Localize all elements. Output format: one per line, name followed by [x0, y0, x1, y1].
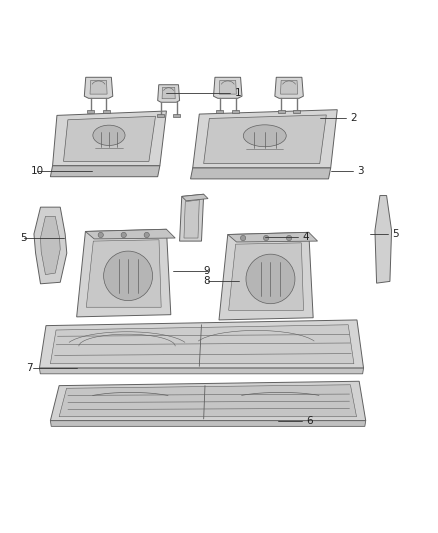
Polygon shape — [281, 80, 297, 94]
Bar — [103, 110, 110, 113]
Circle shape — [121, 232, 126, 238]
Circle shape — [240, 236, 246, 241]
Polygon shape — [77, 229, 171, 317]
Polygon shape — [50, 325, 354, 364]
Text: 1: 1 — [234, 88, 241, 99]
Polygon shape — [64, 116, 155, 161]
Polygon shape — [219, 80, 237, 94]
Polygon shape — [193, 110, 337, 168]
Text: 5: 5 — [392, 229, 399, 239]
Bar — [293, 110, 300, 113]
Polygon shape — [158, 85, 180, 102]
Circle shape — [286, 236, 292, 241]
Bar — [278, 110, 285, 113]
Bar — [232, 110, 239, 113]
Polygon shape — [204, 115, 326, 164]
Polygon shape — [50, 421, 366, 426]
Polygon shape — [275, 77, 303, 98]
Circle shape — [144, 232, 149, 238]
Polygon shape — [50, 381, 366, 421]
Text: 3: 3 — [357, 166, 364, 176]
Text: 9: 9 — [204, 266, 210, 276]
Text: 8: 8 — [204, 276, 210, 286]
Circle shape — [98, 232, 103, 238]
Polygon shape — [59, 385, 357, 417]
Ellipse shape — [104, 251, 152, 301]
Text: 4: 4 — [302, 232, 309, 242]
Polygon shape — [182, 194, 208, 201]
Polygon shape — [229, 243, 304, 310]
Polygon shape — [228, 232, 318, 242]
Polygon shape — [50, 166, 160, 177]
Text: 5: 5 — [20, 233, 26, 243]
Polygon shape — [180, 194, 204, 241]
Polygon shape — [39, 368, 364, 374]
Polygon shape — [162, 87, 175, 99]
Text: 7: 7 — [26, 363, 33, 373]
Polygon shape — [84, 77, 113, 98]
Polygon shape — [184, 200, 199, 238]
Ellipse shape — [93, 125, 125, 146]
Bar — [157, 114, 164, 117]
Polygon shape — [90, 80, 107, 94]
Bar — [87, 110, 94, 113]
Polygon shape — [39, 320, 364, 368]
Polygon shape — [85, 229, 175, 239]
Polygon shape — [40, 216, 60, 274]
Bar — [173, 114, 180, 117]
Polygon shape — [34, 207, 67, 284]
Polygon shape — [214, 77, 242, 98]
Ellipse shape — [244, 125, 286, 147]
Bar — [216, 110, 223, 113]
Circle shape — [264, 236, 269, 241]
Polygon shape — [53, 111, 166, 166]
Text: 10: 10 — [31, 166, 44, 176]
Text: 2: 2 — [350, 114, 357, 124]
Polygon shape — [375, 196, 392, 283]
Polygon shape — [86, 240, 161, 307]
Ellipse shape — [246, 254, 295, 304]
Circle shape — [187, 217, 194, 224]
Polygon shape — [191, 168, 331, 179]
Polygon shape — [219, 232, 313, 320]
Text: 6: 6 — [307, 416, 313, 426]
